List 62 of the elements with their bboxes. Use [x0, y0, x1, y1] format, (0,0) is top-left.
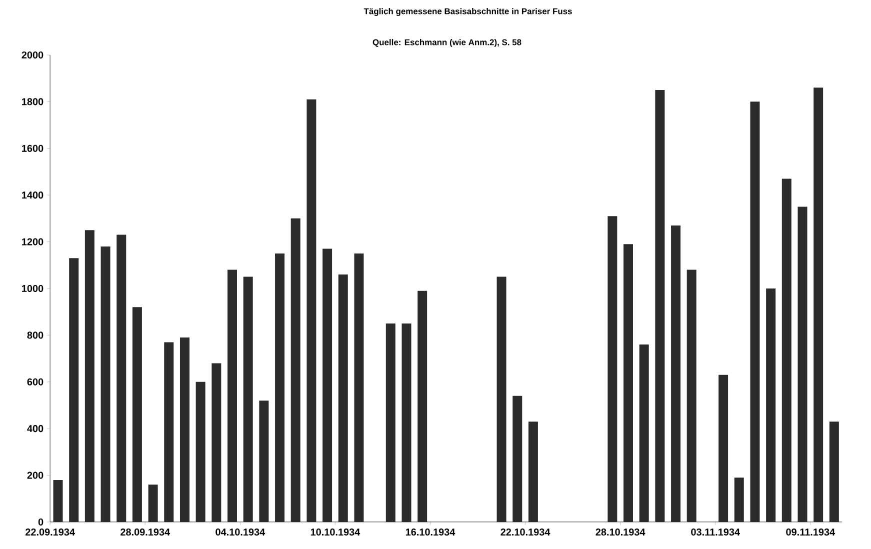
- bar: [69, 258, 79, 522]
- x-tick-label: 04.10.1934: [216, 528, 266, 536]
- bar: [418, 290, 428, 522]
- y-tick-label: 2000: [22, 51, 44, 59]
- x-tick-label: 28.09.1934: [120, 528, 170, 536]
- x-tick-label: 22.10.1934: [500, 528, 550, 536]
- bar: [686, 270, 696, 522]
- x-tick-label: 28.10.1934: [596, 528, 646, 536]
- bar: [528, 422, 538, 522]
- chart-title: Täglich gemessene Basisabschnitte in Pariser Fuss: [364, 8, 572, 16]
- y-tick-label: 600: [27, 378, 44, 386]
- y-tick-label: 1200: [22, 238, 44, 246]
- y-tick-label: 1400: [22, 192, 44, 199]
- bar: [100, 246, 110, 522]
- y-tick-label: 1800: [22, 98, 44, 106]
- y-tick-label: 400: [27, 425, 44, 432]
- y-tick-label: 1600: [22, 144, 44, 152]
- bar: [766, 288, 776, 522]
- x-tick-label: 22.09.1934: [26, 528, 75, 536]
- bar: [84, 230, 94, 522]
- bar: [829, 422, 839, 522]
- bar: [624, 244, 633, 522]
- bar: [116, 234, 126, 522]
- bar: [290, 218, 300, 522]
- x-tick-label: 03.11.1934: [691, 528, 740, 536]
- y-tick-label: 800: [27, 332, 44, 339]
- bar: [322, 248, 332, 522]
- chart-subtitle: Quelle: Eschmann (wie Anm.2), S. 58: [372, 39, 522, 47]
- bar: [718, 374, 728, 522]
- bar: [132, 307, 142, 522]
- bar: [386, 324, 396, 522]
- bar: [243, 276, 253, 522]
- bar: [212, 363, 222, 522]
- x-tick-label: 10.10.1934: [310, 528, 360, 536]
- x-tick-label: 09.11.1934: [786, 528, 836, 536]
- bar: [148, 484, 158, 522]
- bar: [734, 478, 744, 522]
- y-tick-label: 200: [27, 472, 44, 479]
- x-tick-label: 16.10.1934: [406, 528, 456, 536]
- bar: [275, 253, 285, 522]
- bar: [53, 480, 63, 522]
- bar: [180, 338, 190, 522]
- bar: [750, 102, 760, 522]
- bar: [639, 344, 649, 522]
- bar: [196, 382, 206, 522]
- bar: [354, 253, 364, 522]
- bar: [306, 99, 316, 522]
- bar: [259, 400, 269, 522]
- bar: [655, 90, 665, 522]
- bar: [671, 225, 681, 522]
- bar: [814, 88, 824, 522]
- bar: [782, 178, 792, 522]
- y-tick-label: 1000: [22, 284, 44, 292]
- bar: [338, 274, 348, 522]
- bar: [164, 342, 174, 522]
- bar: [402, 324, 412, 522]
- bar: [228, 270, 237, 522]
- bar: [608, 216, 618, 522]
- bar: [798, 206, 808, 522]
- y-tick-label: 0: [38, 518, 44, 526]
- bar: [496, 276, 506, 522]
- bar: [512, 396, 522, 522]
